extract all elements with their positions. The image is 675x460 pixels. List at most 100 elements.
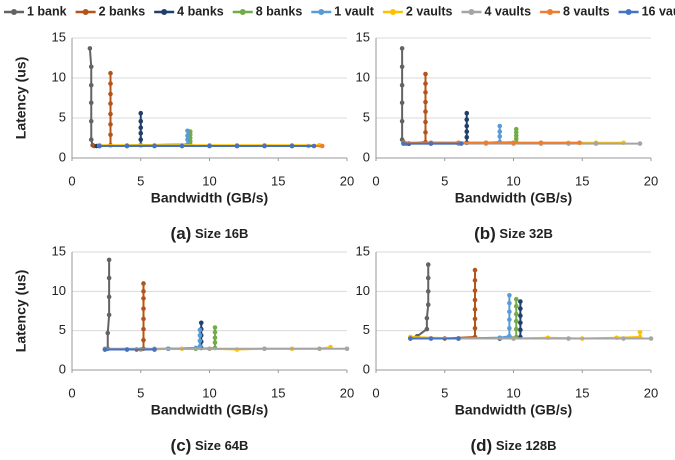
data-point bbox=[458, 141, 464, 146]
series-line bbox=[88, 48, 94, 146]
data-point bbox=[464, 110, 470, 116]
data-point bbox=[311, 143, 317, 149]
data-point bbox=[319, 143, 325, 149]
data-point bbox=[472, 267, 478, 273]
data-point bbox=[88, 82, 94, 88]
legend-label: 1 bank bbox=[27, 4, 67, 18]
data-point bbox=[472, 288, 478, 293]
data-point bbox=[464, 117, 470, 122]
data-point bbox=[464, 129, 470, 134]
data-point bbox=[425, 302, 431, 308]
x-tick-label: 20 bbox=[340, 385, 354, 400]
data-point bbox=[423, 90, 428, 95]
data-point bbox=[141, 289, 146, 294]
y-tick-label: 5 bbox=[363, 322, 370, 337]
data-point bbox=[152, 347, 157, 352]
data-point bbox=[106, 257, 112, 263]
data-point bbox=[97, 143, 102, 149]
data-point bbox=[138, 110, 144, 116]
data-point bbox=[518, 313, 523, 319]
data-point bbox=[124, 347, 130, 352]
x-axis-label: Bandwidth (GB/s) bbox=[455, 402, 572, 418]
data-point bbox=[138, 137, 144, 142]
legend-label: 1 vault bbox=[334, 4, 374, 18]
data-point bbox=[401, 141, 406, 146]
data-point bbox=[513, 133, 519, 138]
data-point bbox=[513, 126, 519, 132]
x-tick-label: 20 bbox=[340, 173, 354, 188]
data-point bbox=[262, 143, 267, 149]
caption: (a) Size 16B bbox=[171, 224, 249, 243]
data-point bbox=[513, 311, 519, 317]
caption-label: (d) bbox=[470, 436, 492, 455]
data-point bbox=[507, 300, 512, 306]
data-point bbox=[141, 296, 146, 301]
series-line bbox=[99, 130, 189, 147]
data-point bbox=[464, 134, 470, 140]
data-point bbox=[185, 133, 190, 138]
data-point bbox=[513, 136, 519, 142]
data-point bbox=[399, 46, 405, 51]
data-point bbox=[428, 141, 434, 146]
data-point bbox=[408, 336, 413, 341]
legend-label: 2 vaults bbox=[406, 4, 453, 18]
data-point bbox=[423, 109, 428, 114]
data-point bbox=[88, 137, 94, 142]
y-tick-label: 10 bbox=[52, 283, 66, 298]
data-point bbox=[262, 346, 267, 352]
data-point bbox=[108, 81, 113, 86]
data-point bbox=[472, 307, 478, 312]
data-point bbox=[507, 309, 512, 315]
caption-text: Size 64B bbox=[195, 438, 248, 453]
data-point bbox=[472, 316, 478, 322]
data-point bbox=[507, 333, 512, 339]
data-point bbox=[621, 336, 626, 341]
legend-marker bbox=[239, 9, 246, 15]
data-point bbox=[511, 336, 516, 341]
y-tick-label: 0 bbox=[59, 149, 66, 164]
data-point bbox=[507, 326, 512, 331]
data-point bbox=[518, 306, 523, 311]
data-point bbox=[425, 262, 431, 267]
caption-text: Size 16B bbox=[195, 226, 248, 241]
y-tick-label: 15 bbox=[356, 29, 370, 44]
x-tick-label: 5 bbox=[137, 385, 144, 400]
data-point bbox=[425, 275, 431, 281]
legend-marker bbox=[547, 9, 554, 15]
legend-label: 16 vaults bbox=[642, 4, 675, 18]
data-point bbox=[399, 64, 405, 70]
x-tick-label: 0 bbox=[372, 385, 379, 400]
x-axis-label: Bandwidth (GB/s) bbox=[151, 402, 268, 418]
data-point bbox=[108, 111, 113, 117]
x-tick-label: 10 bbox=[202, 173, 216, 188]
caption-text: Size 32B bbox=[499, 226, 552, 241]
legend-marker bbox=[161, 9, 168, 15]
data-point bbox=[108, 122, 113, 127]
data-point bbox=[87, 46, 93, 51]
data-point bbox=[593, 141, 599, 146]
y-tick-label: 5 bbox=[363, 109, 370, 124]
y-tick-label: 10 bbox=[356, 283, 370, 298]
data-point bbox=[472, 297, 478, 303]
data-point bbox=[497, 129, 503, 134]
data-point bbox=[138, 125, 144, 130]
data-point bbox=[88, 100, 94, 106]
data-point bbox=[511, 140, 516, 146]
legend-marker bbox=[625, 9, 632, 15]
data-point bbox=[518, 327, 523, 333]
legend-label: 8 vaults bbox=[563, 4, 610, 18]
caption: (c) Size 64B bbox=[171, 436, 249, 455]
x-axis-label: Bandwidth (GB/s) bbox=[151, 190, 268, 206]
legend-label: 4 banks bbox=[177, 4, 224, 18]
caption-label: (b) bbox=[474, 224, 496, 243]
data-point bbox=[423, 81, 428, 86]
y-tick-label: 0 bbox=[59, 361, 66, 376]
y-tick-label: 10 bbox=[356, 69, 370, 84]
data-point bbox=[518, 320, 523, 326]
data-point bbox=[399, 82, 405, 88]
data-point bbox=[185, 137, 190, 142]
series-line bbox=[410, 270, 476, 340]
data-point bbox=[513, 318, 519, 324]
data-point bbox=[106, 312, 112, 318]
